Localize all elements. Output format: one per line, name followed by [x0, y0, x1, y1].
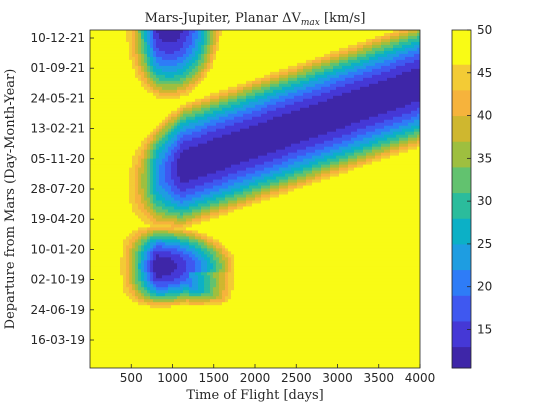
y-tick-label: 24-05-21 — [31, 91, 85, 105]
colorbar-tick-label: 20 — [477, 280, 492, 294]
y-tick-label: 28-07-20 — [31, 182, 85, 196]
colorbar-band — [452, 167, 471, 193]
y-tick-label: 01-09-21 — [31, 61, 85, 75]
x-tick-label: 500 — [120, 371, 143, 385]
x-tick-label: 3500 — [363, 371, 394, 385]
y-tick-label: 10-12-21 — [31, 31, 85, 45]
colorbar-band — [452, 116, 471, 142]
colorbar: 15 20 25 30 35 40 45 50 — [452, 23, 492, 369]
colorbar-tick-label: 45 — [477, 66, 492, 80]
y-tick-label: 13-02-21 — [31, 122, 85, 136]
colorbar-bands — [452, 30, 471, 369]
y-tick-label: 24-06-19 — [31, 303, 85, 317]
x-tick-label: 4000 — [405, 371, 436, 385]
colorbar-band — [452, 347, 471, 369]
x-tick-label: 2500 — [281, 371, 312, 385]
colorbar-band — [452, 64, 471, 90]
x-tick-label: 3000 — [322, 371, 353, 385]
y-axis-label: Departure from Mars (Day-Month-Year) — [3, 69, 18, 330]
y-tick-label: 10-01-20 — [31, 242, 85, 256]
colorbar-tick-label: 50 — [477, 23, 492, 37]
chart-title-subscript: max — [301, 18, 320, 28]
colorbar-band — [452, 141, 471, 167]
colorbar-tick-label: 25 — [477, 237, 492, 251]
chart-title-main: Mars-Jupiter, Planar ΔV — [145, 11, 302, 26]
colorbar-tick-label: 30 — [477, 194, 492, 208]
chart-title: Mars-Jupiter, Planar ΔVmax [km/s] — [145, 11, 366, 28]
y-axis: 10-12-21 01-09-21 24-05-21 13-02-21 05-11-20… — [31, 31, 94, 347]
colorbar-band — [452, 295, 471, 321]
contour-fill — [90, 30, 421, 369]
y-tick-label: 19-04-20 — [31, 212, 85, 226]
plot-area — [90, 30, 421, 369]
colorbar-band — [452, 90, 471, 116]
colorbar-band — [452, 270, 471, 296]
colorbar-band — [452, 244, 471, 270]
y-tick-label: 02-10-19 — [31, 273, 85, 287]
y-tick-label: 05-11-20 — [31, 152, 85, 166]
x-tick-label: 2000 — [240, 371, 271, 385]
x-tick-label: 1500 — [198, 371, 229, 385]
colorbar-tick-label: 35 — [477, 151, 492, 165]
colorbar-band — [452, 193, 471, 219]
chart-title-unit: [km/s] — [320, 11, 366, 26]
colorbar-band — [452, 30, 471, 65]
colorbar-band — [452, 218, 471, 244]
x-tick-label: 1000 — [157, 371, 188, 385]
colorbar-tick-label: 15 — [477, 322, 492, 336]
colorbar-band — [452, 321, 471, 347]
x-axis-label: Time of Flight [days] — [186, 388, 323, 403]
colorbar-tick-label: 40 — [477, 109, 492, 123]
y-tick-label: 16-03-19 — [31, 333, 85, 347]
